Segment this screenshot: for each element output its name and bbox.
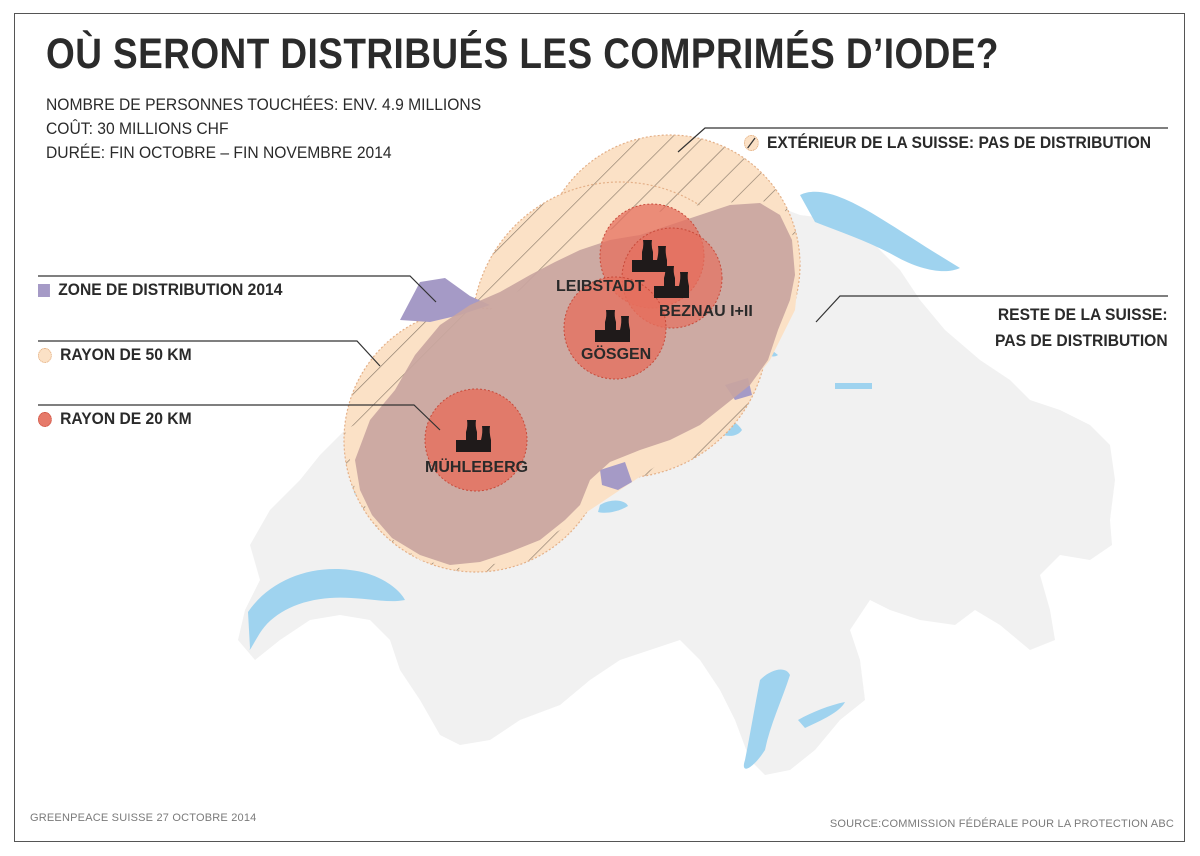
circle-50km-swatch-icon — [38, 347, 52, 363]
stats-block: NOMBRE DE PERSONNES TOUCHÉES: ENV. 4.9 M… — [46, 93, 481, 165]
lake-constance — [800, 191, 960, 272]
nuclear-plant-icon — [595, 310, 630, 342]
label-muhleberg: MÜHLEBERG — [425, 457, 528, 476]
leader-rest — [815, 295, 1168, 323]
leader-zone — [38, 275, 437, 303]
lake-thun — [598, 500, 628, 513]
label-gosgen: GÖSGEN — [581, 344, 651, 363]
nuclear-plant-icon — [456, 420, 491, 452]
legend-50km: RAYON DE 50 KM — [38, 345, 192, 365]
zone-outside-south — [600, 462, 632, 490]
label-beznau: BEZNAU I+II — [659, 303, 753, 320]
legend-rest: RESTE DE LA SUISSE: PAS DE DISTRIBUTION — [995, 302, 1168, 354]
frame-border — [14, 13, 1185, 842]
stat-duration: DURÉE: FIN OCTOBRE – FIN NOVEMBRE 2014 — [46, 143, 392, 162]
lake-maggiore — [743, 669, 790, 769]
nuclear-plant-icon — [632, 240, 667, 272]
footer-credit: GREENPEACE SUISSE 27 OCTOBRE 2014 — [30, 812, 257, 824]
label-leibstadt: LEIBSTADT — [556, 278, 645, 295]
leader-50km — [38, 340, 381, 367]
leader-outside — [677, 127, 1168, 153]
nuclear-plant-icon — [654, 266, 689, 298]
legend-outside: EXTÉRIEUR DE LA SUISSE: PAS DE DISTRIBUT… — [744, 133, 1151, 153]
page-title: OÙ SERONT DISTRIBUÉS LES COMPRIMÉS D’IOD… — [46, 30, 999, 78]
stat-cost: COÛT: 30 MILLIONS CHF — [46, 119, 229, 138]
legend-rest-line2: PAS DE DISTRIBUTION — [995, 331, 1168, 350]
legend-outside-label: EXTÉRIEUR DE LA SUISSE: PAS DE DISTRIBUT… — [767, 133, 1152, 152]
legend-20km: RAYON DE 20 KM — [38, 409, 192, 429]
purple-swatch-icon — [38, 283, 50, 297]
legend-50km-label: RAYON DE 50 KM — [60, 345, 192, 364]
lake-geneva — [248, 569, 405, 650]
legend-20km-label: RAYON DE 20 KM — [60, 409, 192, 428]
legend-zone-label: ZONE DE DISTRIBUTION 2014 — [58, 280, 283, 299]
leader-20km — [38, 404, 441, 431]
stat-people: NOMBRE DE PERSONNES TOUCHÉES: ENV. 4.9 M… — [46, 95, 482, 114]
legend-zone: ZONE DE DISTRIBUTION 2014 — [38, 280, 282, 300]
footer-source: SOURCE:COMMISSION FÉDÉRALE POUR LA PROTE… — [829, 818, 1174, 830]
circle-20km-swatch-icon — [38, 411, 52, 427]
lake-walen — [835, 383, 872, 389]
lake-lugano — [798, 702, 845, 728]
legend-rest-line1: RESTE DE LA SUISSE: — [998, 305, 1168, 324]
hatch-swatch-icon — [744, 135, 759, 151]
